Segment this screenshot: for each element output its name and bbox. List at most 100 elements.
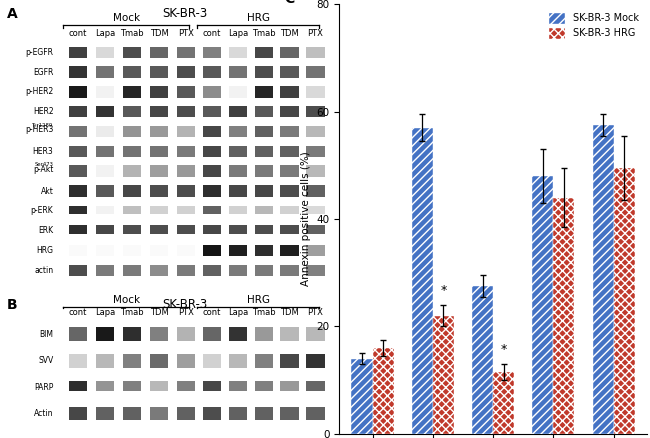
Bar — [203, 46, 221, 58]
Bar — [306, 265, 324, 276]
Bar — [150, 406, 168, 420]
Bar — [229, 166, 247, 177]
Bar — [96, 146, 114, 157]
Bar — [123, 126, 141, 138]
Text: BIM: BIM — [40, 330, 53, 339]
Bar — [281, 67, 298, 78]
Bar — [306, 245, 324, 256]
Bar — [177, 406, 195, 420]
Text: PARP: PARP — [34, 383, 53, 392]
Bar — [229, 86, 247, 98]
Text: p-EGFR: p-EGFR — [25, 48, 53, 57]
Bar — [255, 67, 273, 78]
Text: p-HER2: p-HER2 — [25, 88, 53, 96]
Text: HRG: HRG — [246, 13, 270, 23]
Bar — [150, 385, 168, 391]
Bar — [203, 229, 221, 233]
Text: TDM: TDM — [280, 308, 299, 318]
Bar — [96, 67, 114, 78]
Text: *: * — [500, 343, 507, 356]
Bar — [177, 67, 195, 78]
Bar — [203, 354, 221, 367]
Text: HRG: HRG — [36, 246, 53, 255]
Bar — [281, 126, 298, 138]
Text: cont: cont — [203, 29, 221, 38]
Text: Actin: Actin — [34, 409, 53, 418]
Bar — [69, 406, 86, 420]
Bar — [69, 86, 86, 98]
Bar — [255, 226, 273, 230]
Bar — [229, 406, 247, 420]
Bar — [177, 327, 195, 341]
Bar — [96, 229, 114, 233]
Text: EGFR: EGFR — [33, 67, 53, 77]
Bar — [177, 46, 195, 58]
Bar — [203, 385, 221, 391]
Text: cont: cont — [68, 29, 87, 38]
Bar — [614, 168, 634, 434]
Bar — [150, 106, 168, 117]
Bar — [150, 205, 168, 210]
Bar — [177, 226, 195, 230]
Bar — [255, 327, 273, 341]
Bar — [306, 126, 324, 138]
Bar — [69, 354, 86, 367]
Bar — [229, 106, 247, 117]
Bar — [123, 327, 141, 341]
Bar — [123, 354, 141, 367]
Text: PTX: PTX — [307, 29, 324, 38]
Bar — [203, 166, 221, 177]
Text: TDM: TDM — [150, 29, 168, 38]
Bar — [281, 226, 298, 230]
Text: SK-BR-3: SK-BR-3 — [162, 298, 207, 311]
Bar — [255, 354, 273, 367]
Bar — [96, 166, 114, 177]
Text: Akt: Akt — [40, 187, 53, 195]
Bar — [96, 226, 114, 230]
Bar — [229, 229, 247, 233]
Bar — [69, 327, 86, 341]
Bar — [123, 226, 141, 230]
Bar — [177, 185, 195, 197]
Text: HRG: HRG — [246, 295, 270, 305]
Bar — [123, 229, 141, 233]
Bar — [177, 354, 195, 367]
Bar — [306, 229, 324, 233]
Bar — [433, 315, 454, 434]
Bar — [150, 229, 168, 233]
Bar — [150, 209, 168, 214]
Bar — [306, 146, 324, 157]
Bar — [177, 146, 195, 157]
Bar — [229, 327, 247, 341]
Bar — [150, 166, 168, 177]
Text: Lapa: Lapa — [95, 308, 115, 318]
Bar — [203, 327, 221, 341]
Bar — [69, 106, 86, 117]
Bar — [203, 209, 221, 214]
Bar — [372, 348, 394, 434]
Bar — [150, 126, 168, 138]
Bar — [306, 185, 324, 197]
Bar — [69, 46, 86, 58]
Bar — [123, 406, 141, 420]
Text: Tmab: Tmab — [252, 308, 276, 318]
Text: SVV: SVV — [38, 356, 53, 365]
Bar — [306, 67, 324, 78]
Bar — [229, 354, 247, 367]
Bar — [255, 245, 273, 256]
Bar — [177, 126, 195, 138]
Bar — [255, 229, 273, 233]
Bar — [255, 166, 273, 177]
Bar — [255, 385, 273, 391]
Bar — [96, 327, 114, 341]
Bar — [150, 67, 168, 78]
Bar — [123, 46, 141, 58]
Bar — [203, 245, 221, 256]
Bar — [229, 226, 247, 230]
Bar — [493, 372, 514, 434]
Text: A: A — [6, 7, 18, 21]
Bar — [229, 46, 247, 58]
Bar — [553, 198, 575, 434]
Bar — [96, 265, 114, 276]
Bar — [96, 205, 114, 210]
